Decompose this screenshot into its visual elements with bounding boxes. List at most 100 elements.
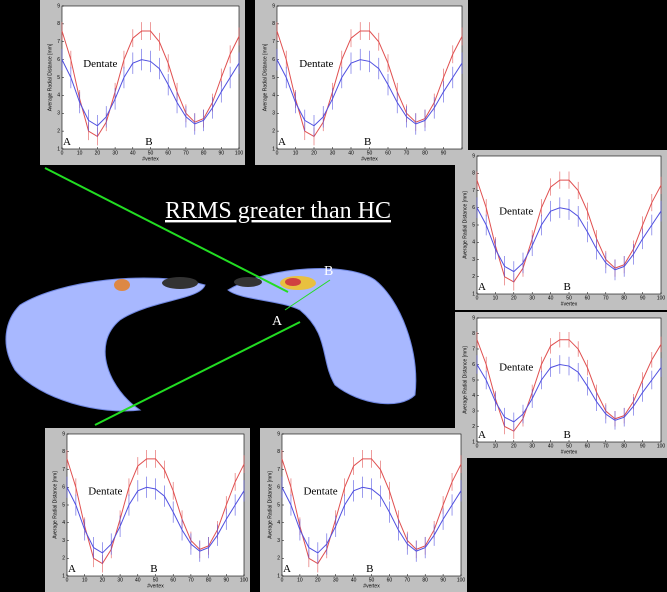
x-tick-label: 10: [493, 443, 499, 449]
x-tick-label: 10: [297, 577, 303, 583]
y-axis-label: Average Radial Distance [mm]: [262, 43, 268, 111]
x-tick-label: 50: [566, 443, 572, 449]
annotation: A: [478, 281, 486, 293]
x-tick-label: 40: [548, 443, 554, 449]
y-tick-label: 2: [57, 128, 60, 134]
series-line: [476, 339, 662, 432]
render: A B: [5, 167, 417, 426]
y-tick-label: 7: [472, 346, 475, 352]
annotation: B: [364, 136, 371, 148]
left-structure: [5, 277, 206, 412]
x-tick-label: 100: [657, 443, 666, 449]
y-tick-label: 9: [62, 431, 65, 437]
x-tick-label: 10: [293, 150, 299, 156]
x-axis-label: #vertex: [142, 156, 159, 162]
x-tick-label: 40: [348, 150, 354, 156]
annotation: Dentate: [88, 485, 122, 497]
y-tick-label: 1: [472, 291, 475, 297]
y-tick-label: 3: [62, 538, 65, 544]
x-axis-label: #vertex: [363, 583, 380, 589]
y-tick-label: 5: [57, 75, 60, 81]
x-tick-label: 60: [585, 443, 591, 449]
x-tick-label: 50: [148, 150, 154, 156]
series-line: [66, 486, 245, 554]
x-tick-label: 0: [61, 150, 64, 156]
x-tick-label: 20: [511, 295, 517, 301]
x-tick-label: 60: [165, 150, 171, 156]
y-tick-label: 1: [277, 573, 280, 579]
x-tick-label: 70: [404, 150, 410, 156]
x-tick-label: 10: [493, 295, 499, 301]
hotspot: [285, 278, 301, 286]
x-tick-label: 30: [529, 295, 535, 301]
x-tick-label: 70: [405, 577, 411, 583]
y-tick-label: 5: [472, 377, 475, 383]
y-tick-label: 4: [472, 393, 475, 399]
x-tick-label: 20: [95, 150, 101, 156]
x-tick-label: 50: [153, 577, 159, 583]
annotation: Dentate: [83, 58, 117, 70]
y-tick-label: 3: [277, 538, 280, 544]
y-tick-label: 2: [472, 424, 475, 430]
y-tick-label: 7: [277, 467, 280, 473]
x-tick-label: 50: [367, 150, 373, 156]
x-tick-label: 90: [640, 443, 646, 449]
y-tick-label: 2: [272, 128, 275, 134]
y-tick-label: 6: [472, 205, 475, 211]
y-tick-label: 3: [272, 111, 275, 117]
x-tick-label: 60: [170, 577, 176, 583]
series-line: [61, 30, 240, 138]
y-tick-label: 4: [57, 93, 60, 99]
series-line: [61, 59, 240, 127]
render-label: A: [272, 314, 283, 329]
x-tick-label: 20: [511, 443, 517, 449]
x-tick-label: 70: [183, 150, 189, 156]
x-tick-label: 90: [640, 295, 646, 301]
series-line: [281, 486, 462, 554]
x-tick-label: 90: [224, 577, 230, 583]
y-tick-label: 8: [472, 331, 475, 337]
annotation: A: [478, 429, 486, 441]
y-tick-label: 5: [272, 75, 275, 81]
y-tick-label: 5: [277, 502, 280, 508]
x-tick-label: 0: [276, 150, 279, 156]
y-tick-label: 9: [472, 315, 475, 321]
y-tick-label: 4: [472, 240, 475, 246]
shadow: [234, 277, 262, 287]
y-tick-label: 8: [277, 449, 280, 455]
y-tick-label: 9: [272, 3, 275, 9]
annotation: B: [150, 563, 157, 575]
y-axis-label: Average Radial Distance [mm]: [267, 471, 273, 539]
y-tick-label: 6: [277, 485, 280, 491]
figure-title: RRMS greater than HC: [165, 198, 391, 224]
chart-panel: 0102030405060708090100123456789#vertexAv…: [255, 0, 468, 165]
y-tick-label: 7: [57, 39, 60, 45]
x-tick-label: 0: [476, 295, 479, 301]
x-tick-label: 100: [457, 577, 466, 583]
x-tick-label: 30: [330, 150, 336, 156]
pointer-line: [94, 321, 301, 426]
x-tick-label: 60: [385, 150, 391, 156]
y-tick-label: 6: [57, 57, 60, 63]
y-tick-label: 3: [472, 408, 475, 414]
pointer-line: [44, 167, 289, 293]
annotation: B: [563, 281, 570, 293]
y-tick-label: 6: [472, 362, 475, 368]
x-tick-label: 60: [585, 295, 591, 301]
x-tick-label: 70: [603, 443, 609, 449]
hotspot: [114, 279, 130, 291]
y-tick-label: 5: [472, 222, 475, 228]
render-label: B: [324, 264, 333, 279]
y-tick-label: 1: [472, 439, 475, 445]
y-tick-label: 5: [62, 502, 65, 508]
y-tick-label: 8: [62, 449, 65, 455]
x-tick-label: 0: [66, 577, 69, 583]
x-tick-label: 30: [112, 150, 118, 156]
x-tick-label: 0: [281, 577, 284, 583]
x-tick-label: 40: [135, 577, 141, 583]
x-tick-label: 80: [621, 443, 627, 449]
y-tick-label: 4: [272, 93, 275, 99]
